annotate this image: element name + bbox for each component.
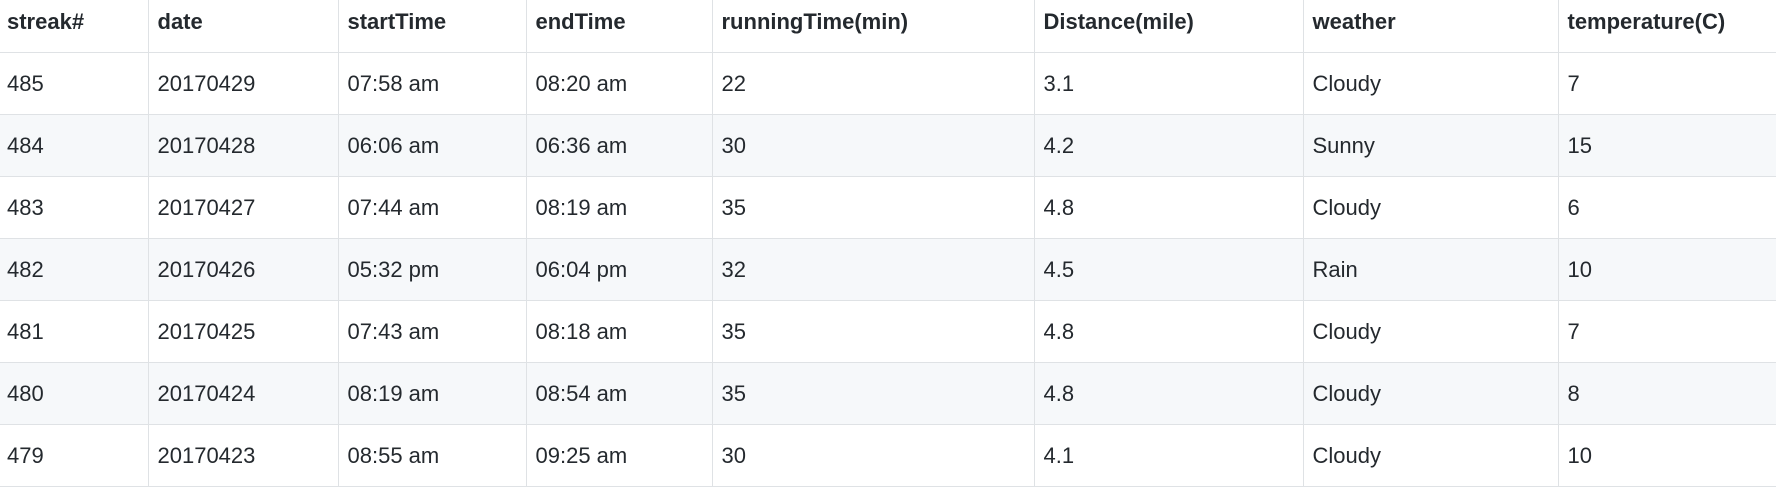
cell-weather: Cloudy bbox=[1302, 362, 1559, 425]
cell-streak: 485 bbox=[0, 52, 149, 115]
cell-running-time: 32 bbox=[711, 238, 1035, 301]
table-body: 485 20170429 07:58 am 08:20 am 22 3.1 Cl… bbox=[0, 52, 1776, 487]
cell-running-time: 22 bbox=[711, 52, 1035, 115]
cell-start-time: 07:43 am bbox=[337, 300, 527, 363]
cell-temperature: 7 bbox=[1557, 300, 1776, 363]
cell-temperature: 8 bbox=[1557, 362, 1776, 425]
cell-running-time: 30 bbox=[711, 424, 1035, 487]
cell-distance: 3.1 bbox=[1033, 52, 1304, 115]
cell-temperature: 7 bbox=[1557, 52, 1776, 115]
cell-start-time: 08:19 am bbox=[337, 362, 527, 425]
cell-weather: Cloudy bbox=[1302, 300, 1559, 363]
cell-date: 20170423 bbox=[147, 424, 339, 487]
cell-streak: 481 bbox=[0, 300, 149, 363]
cell-weather: Cloudy bbox=[1302, 424, 1559, 487]
table-row: 479 20170423 08:55 am 09:25 am 30 4.1 Cl… bbox=[0, 424, 1776, 487]
cell-date: 20170426 bbox=[147, 238, 339, 301]
column-header-distance: Distance(mile) bbox=[1033, 0, 1304, 53]
cell-date: 20170429 bbox=[147, 52, 339, 115]
cell-end-time: 09:25 am bbox=[525, 424, 713, 487]
cell-temperature: 6 bbox=[1557, 176, 1776, 239]
table-header: streak# date startTime endTime runningTi… bbox=[0, 0, 1776, 53]
cell-start-time: 05:32 pm bbox=[337, 238, 527, 301]
cell-distance: 4.1 bbox=[1033, 424, 1304, 487]
cell-temperature: 10 bbox=[1557, 424, 1776, 487]
cell-start-time: 07:58 am bbox=[337, 52, 527, 115]
cell-date: 20170425 bbox=[147, 300, 339, 363]
column-header-start-time: startTime bbox=[337, 0, 527, 53]
cell-streak: 484 bbox=[0, 114, 149, 177]
table-row: 483 20170427 07:44 am 08:19 am 35 4.8 Cl… bbox=[0, 176, 1776, 239]
cell-distance: 4.5 bbox=[1033, 238, 1304, 301]
cell-start-time: 08:55 am bbox=[337, 424, 527, 487]
cell-end-time: 08:20 am bbox=[525, 52, 713, 115]
header-row: streak# date startTime endTime runningTi… bbox=[0, 0, 1776, 53]
table-row: 480 20170424 08:19 am 08:54 am 35 4.8 Cl… bbox=[0, 362, 1776, 425]
cell-running-time: 35 bbox=[711, 176, 1035, 239]
cell-streak: 482 bbox=[0, 238, 149, 301]
table-row: 481 20170425 07:43 am 08:18 am 35 4.8 Cl… bbox=[0, 300, 1776, 363]
cell-end-time: 08:18 am bbox=[525, 300, 713, 363]
cell-weather: Sunny bbox=[1302, 114, 1559, 177]
cell-streak: 483 bbox=[0, 176, 149, 239]
column-header-date: date bbox=[147, 0, 339, 53]
cell-date: 20170424 bbox=[147, 362, 339, 425]
cell-streak: 480 bbox=[0, 362, 149, 425]
cell-weather: Rain bbox=[1302, 238, 1559, 301]
cell-end-time: 08:54 am bbox=[525, 362, 713, 425]
cell-start-time: 06:06 am bbox=[337, 114, 527, 177]
column-header-streak: streak# bbox=[0, 0, 149, 53]
cell-end-time: 06:04 pm bbox=[525, 238, 713, 301]
table-row: 485 20170429 07:58 am 08:20 am 22 3.1 Cl… bbox=[0, 52, 1776, 115]
table-row: 482 20170426 05:32 pm 06:04 pm 32 4.5 Ra… bbox=[0, 238, 1776, 301]
cell-distance: 4.8 bbox=[1033, 176, 1304, 239]
cell-end-time: 06:36 am bbox=[525, 114, 713, 177]
cell-weather: Cloudy bbox=[1302, 176, 1559, 239]
cell-date: 20170427 bbox=[147, 176, 339, 239]
cell-distance: 4.8 bbox=[1033, 362, 1304, 425]
column-header-temperature: temperature(C) bbox=[1557, 0, 1776, 53]
cell-running-time: 35 bbox=[711, 362, 1035, 425]
cell-streak: 479 bbox=[0, 424, 149, 487]
cell-start-time: 07:44 am bbox=[337, 176, 527, 239]
cell-running-time: 35 bbox=[711, 300, 1035, 363]
cell-temperature: 15 bbox=[1557, 114, 1776, 177]
column-header-weather: weather bbox=[1302, 0, 1559, 53]
cell-date: 20170428 bbox=[147, 114, 339, 177]
cell-distance: 4.2 bbox=[1033, 114, 1304, 177]
table-row: 484 20170428 06:06 am 06:36 am 30 4.2 Su… bbox=[0, 114, 1776, 177]
cell-distance: 4.8 bbox=[1033, 300, 1304, 363]
column-header-end-time: endTime bbox=[525, 0, 713, 53]
cell-weather: Cloudy bbox=[1302, 52, 1559, 115]
cell-running-time: 30 bbox=[711, 114, 1035, 177]
cell-end-time: 08:19 am bbox=[525, 176, 713, 239]
cell-temperature: 10 bbox=[1557, 238, 1776, 301]
column-header-running-time: runningTime(min) bbox=[711, 0, 1035, 53]
